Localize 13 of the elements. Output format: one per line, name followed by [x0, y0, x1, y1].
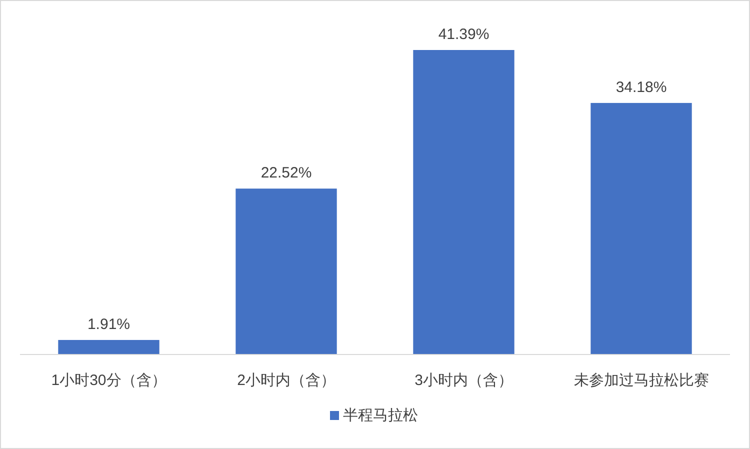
bar: [58, 340, 160, 354]
data-label: 1.91%: [87, 316, 130, 333]
x-tick-label: 3小时内（含）: [414, 372, 513, 389]
data-label: 41.39%: [438, 26, 490, 43]
legend-label: 半程马拉松: [343, 407, 418, 424]
data-label: 22.52%: [260, 164, 312, 182]
bar: [413, 50, 514, 354]
x-tick-label: 2小时内（含）: [237, 372, 336, 389]
bar: [590, 102, 692, 354]
bar: [236, 188, 337, 354]
data-label: 34.18%: [616, 78, 667, 96]
x-tick-label: 未参加过马拉松比赛: [574, 372, 709, 389]
x-tick-label: 1小时30分（含）: [51, 372, 166, 389]
